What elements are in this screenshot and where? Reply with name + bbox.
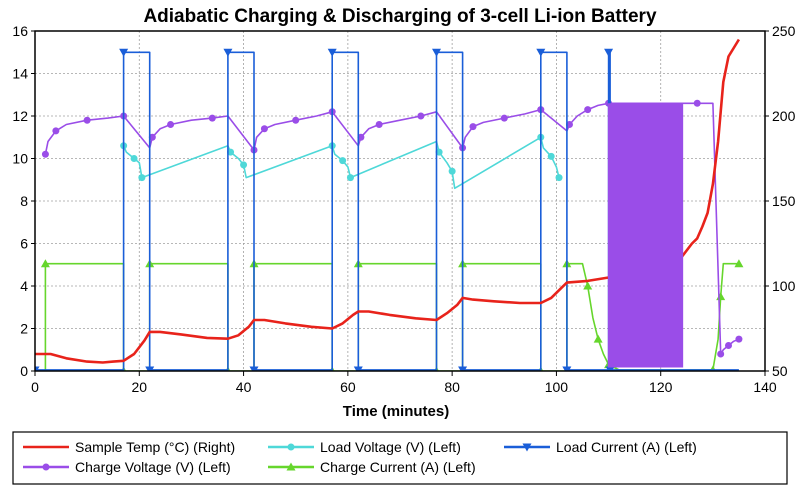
legend-item: Load Current (A) (Left) <box>504 439 697 455</box>
data-point <box>138 174 146 182</box>
y-right-tick-label: 150 <box>772 193 796 209</box>
data-point <box>353 366 363 371</box>
data-point <box>40 259 50 268</box>
legend-label: Charge Voltage (V) (Left) <box>75 459 231 475</box>
series-load-voltage-v-left <box>120 133 563 190</box>
legend: Sample Temp (°C) (Right) Load Voltage (V)… <box>12 431 788 485</box>
series-layer <box>35 38 744 371</box>
data-point <box>593 334 603 343</box>
data-point <box>167 121 175 128</box>
data-point <box>339 157 347 165</box>
data-point <box>346 174 354 182</box>
y-left-tick-label: 14 <box>12 66 28 82</box>
y-right-tick-label: 50 <box>772 363 788 379</box>
y-left-tick-label: 12 <box>12 108 28 124</box>
data-point <box>458 366 468 371</box>
data-point <box>240 161 248 169</box>
y-left-tick-label: 0 <box>20 363 28 379</box>
data-point <box>357 133 365 141</box>
y-right-tick-label: 100 <box>772 278 796 294</box>
data-point <box>292 116 300 124</box>
data-point <box>52 127 60 135</box>
data-point <box>500 114 508 122</box>
data-point <box>536 48 546 57</box>
data-point <box>327 48 337 57</box>
data-point <box>469 123 477 131</box>
axes: 0 20 40 60 80 100 120 140 0 2 4 6 8 10 12 14 16 50 100 150 2… <box>12 23 795 395</box>
x-tick-label: 80 <box>444 379 460 395</box>
data-point <box>41 150 49 158</box>
y-right-tick-label: 250 <box>772 23 796 39</box>
legend-label: Charge Current (A) (Left) <box>320 459 476 475</box>
legend-label: Load Current (A) (Left) <box>556 439 697 455</box>
y-left-tick-label: 8 <box>20 193 28 209</box>
x-tick-label: 40 <box>236 379 252 395</box>
data-point <box>584 106 592 114</box>
data-point <box>42 463 50 471</box>
data-point <box>286 462 296 471</box>
y-left-tick-label: 6 <box>20 236 28 252</box>
data-point <box>417 112 425 120</box>
x-tick-label: 20 <box>131 379 147 395</box>
data-point <box>119 48 129 57</box>
x-tick-label: 120 <box>649 379 673 395</box>
x-tick-label: 0 <box>31 379 39 395</box>
data-point <box>555 174 563 182</box>
data-point <box>35 366 40 371</box>
data-point <box>260 125 268 133</box>
data-point <box>249 366 259 371</box>
data-point <box>734 259 744 268</box>
y-right-tick-label: 200 <box>772 108 796 124</box>
chart-title: Adiabatic Charging & Discharging of 3-ce… <box>143 6 656 27</box>
charge-voltage-oscillation <box>607 103 684 368</box>
data-point <box>562 366 572 371</box>
data-point <box>605 366 615 371</box>
data-point <box>375 121 383 128</box>
data-point <box>522 443 532 452</box>
data-point <box>717 350 725 358</box>
data-point <box>130 155 138 162</box>
legend-item: Charge Voltage (V) (Left) <box>23 459 231 475</box>
data-point <box>208 114 216 122</box>
data-point <box>435 148 443 156</box>
data-point <box>725 342 732 349</box>
data-point <box>83 116 91 124</box>
x-tick-label: 140 <box>753 379 777 395</box>
series-line <box>35 51 739 371</box>
data-point <box>547 152 555 160</box>
y-left-tick-label: 4 <box>20 278 28 294</box>
legend-item: Sample Temp (°C) (Right) <box>23 439 235 455</box>
data-point <box>735 335 743 343</box>
x-tick-label: 60 <box>340 379 356 395</box>
x-tick-label: 100 <box>545 379 569 395</box>
data-point <box>565 121 573 128</box>
oscillation-path <box>607 103 684 368</box>
data-point <box>693 99 701 107</box>
data-point <box>145 366 155 371</box>
data-point <box>227 148 235 156</box>
data-point <box>716 292 726 301</box>
data-point <box>583 281 593 290</box>
legend-item: Load Voltage (V) (Left) <box>268 439 461 455</box>
x-axis-label: Time (minutes) <box>343 403 449 420</box>
data-point <box>287 443 295 451</box>
legend-label: Sample Temp (°C) (Right) <box>75 439 235 455</box>
series-sample-temp-c-right <box>35 38 741 364</box>
data-point <box>223 48 233 57</box>
data-point <box>604 48 614 57</box>
y-left-tick-label: 10 <box>12 151 28 167</box>
legend-item: Charge Current (A) (Left) <box>268 459 476 475</box>
data-point <box>148 133 156 141</box>
y-left-tick-label: 16 <box>12 23 28 39</box>
data-point <box>448 167 456 175</box>
legend-box <box>12 431 788 485</box>
series-line <box>35 38 741 364</box>
data-point <box>432 48 441 57</box>
y-left-tick-label: 2 <box>20 321 28 337</box>
series-load-current-a-left <box>35 48 739 371</box>
legend-label: Load Voltage (V) (Left) <box>320 439 461 455</box>
